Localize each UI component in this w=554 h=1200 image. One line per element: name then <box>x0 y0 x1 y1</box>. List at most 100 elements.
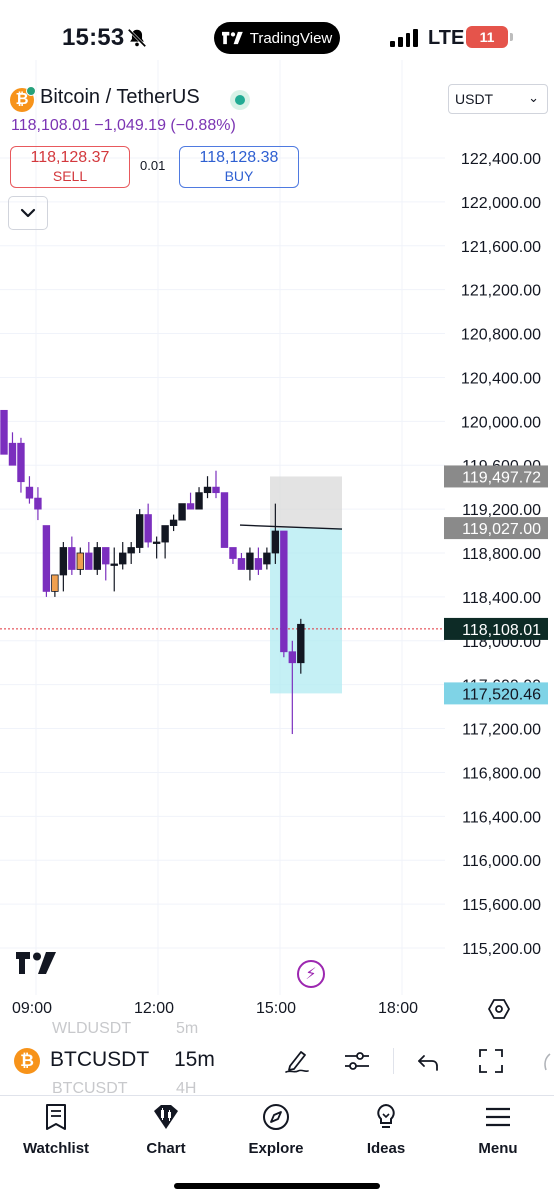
candle-body <box>178 503 186 521</box>
candle-body <box>110 563 118 566</box>
position-entry-label-bg <box>444 517 548 540</box>
nav-menu[interactable]: Menu <box>448 1100 548 1160</box>
buy-button[interactable]: 118,128.38 BUY <box>179 146 299 188</box>
market-open-indicator <box>230 90 250 110</box>
candle-body <box>152 541 161 544</box>
y-tick-label: 118,400.00 <box>462 590 541 607</box>
candle-body <box>229 547 237 559</box>
last-price-label: 118,108.01 <box>462 622 541 639</box>
buy-label: BUY <box>224 168 254 184</box>
chevron-down-icon: ⌄ <box>528 90 539 105</box>
toolbar-separator <box>393 1048 394 1074</box>
y-tick-label: 120,400.00 <box>461 370 541 387</box>
network-type: LTE <box>428 27 465 49</box>
nav-watchlist[interactable]: Watchlist <box>6 1100 106 1160</box>
more-tools-icon[interactable] <box>536 1046 554 1076</box>
ghost-symbol-above: WLDUSDT <box>52 1020 132 1037</box>
position-entry-label: 119,027.00 <box>462 521 541 538</box>
symbol-picker[interactable]: BTCUSDT <box>50 1048 150 1071</box>
last-price-label-bg <box>444 617 548 640</box>
sell-button[interactable]: 118,128.37 SELL <box>10 146 130 188</box>
position-stop-zone <box>270 476 342 529</box>
battery-level: 11 <box>479 29 495 45</box>
expand-chevron-button[interactable] <box>8 196 48 230</box>
candle-body <box>8 442 17 466</box>
symbol-toolbar: ₿ BTCUSDT 15m <box>0 1040 554 1082</box>
position-target-label-bg <box>444 682 548 705</box>
bitcoin-coin-icon: ₿ <box>14 1048 40 1074</box>
compass-icon <box>263 1104 289 1130</box>
price-change-line: 118,108.01 −1,049.19 (−0.88%) <box>11 117 236 135</box>
currency-select-value: USDT <box>455 91 494 107</box>
y-tick-label: 115,600.00 <box>462 897 541 914</box>
candle-body <box>161 525 169 543</box>
sell-label: SELL <box>52 168 88 184</box>
cellular-signal-icon <box>390 29 418 47</box>
price-chart[interactable]: 122,400.00 122,000.00 121,600.00 121,200.00… <box>0 0 554 1000</box>
flash-icon: ⚡ <box>305 966 317 983</box>
status-bar: 15:53 TradingView LTE 11 <box>0 0 554 78</box>
candle-body <box>34 497 42 510</box>
y-tick-label: 122,400.00 <box>461 151 541 168</box>
price-change: −1,049.19 (−0.88%) <box>94 117 236 134</box>
candle-body <box>246 552 254 570</box>
battery-icon: 11 <box>466 26 513 48</box>
candle-body <box>17 442 25 483</box>
candle-body <box>76 552 85 570</box>
nav-chart[interactable]: Chart <box>116 1100 216 1160</box>
tradingview-logo-icon <box>221 31 243 45</box>
y-tick-label: 120,800.00 <box>461 327 541 344</box>
candle-body <box>288 651 297 664</box>
indicators-sliders-icon[interactable] <box>342 1046 372 1076</box>
y-tick-label: 119,200.00 <box>462 502 541 519</box>
bell-muted-icon <box>127 28 147 48</box>
nav-divider <box>0 1095 554 1096</box>
nav-label: Menu <box>478 1140 518 1157</box>
position-entry-line <box>239 524 343 530</box>
tradingview-pill[interactable]: TradingView <box>214 22 340 54</box>
position-target-label: 117,520.46 <box>462 686 541 703</box>
candle-body <box>144 514 152 543</box>
watchlist-icon <box>46 1104 66 1130</box>
y-tick-label: 120,000.00 <box>461 414 541 431</box>
candle-body <box>263 552 271 565</box>
nav-ideas[interactable]: Ideas <box>336 1100 436 1160</box>
candle-body <box>220 492 229 548</box>
candle-body <box>102 547 110 565</box>
nav-explore[interactable]: Explore <box>226 1100 326 1160</box>
last-price: 118,108.01 <box>11 117 90 134</box>
tradingview-watermark-icon <box>16 952 56 974</box>
candle-body <box>68 547 76 570</box>
candle-body <box>254 558 263 570</box>
candle-body <box>59 547 68 576</box>
candle-body <box>51 574 59 592</box>
ghost-interval-below: 4H <box>176 1080 197 1097</box>
buy-price: 118,128.38 <box>199 149 279 166</box>
chart-icon <box>154 1105 178 1129</box>
drawing-pen-icon[interactable] <box>282 1046 312 1076</box>
time-axis[interactable]: 09:00 12:00 15:00 18:00 <box>0 998 554 1022</box>
candle-body <box>212 486 220 494</box>
ghost-interval-above: 5m <box>176 1020 199 1037</box>
x-tick-label: 18:00 <box>378 1000 419 1017</box>
nav-label: Ideas <box>366 1140 406 1157</box>
chart-settings-icon[interactable] <box>488 998 510 1020</box>
candle-body <box>135 514 144 548</box>
flash-button[interactable]: ⚡ <box>297 960 325 988</box>
interval-picker[interactable]: 15m <box>174 1048 215 1071</box>
y-tick-label: 118,800.00 <box>462 546 541 563</box>
currency-select[interactable]: USDT ⌄ <box>448 84 548 114</box>
x-tick-label: 09:00 <box>12 1000 53 1017</box>
candle-body <box>25 486 34 499</box>
candle-body <box>203 486 212 494</box>
y-tick-label: 117,200.00 <box>462 722 541 739</box>
nav-label: Watchlist <box>22 1140 90 1157</box>
candle-body <box>237 558 246 570</box>
chevron-down-icon <box>20 208 36 218</box>
undo-icon[interactable] <box>414 1046 444 1076</box>
candle-body <box>195 492 203 510</box>
symbol-title[interactable]: Bitcoin / TetherUS <box>40 86 200 108</box>
fullscreen-icon[interactable] <box>476 1046 506 1076</box>
clock: 15:53 <box>62 24 125 51</box>
candle-body <box>127 547 135 554</box>
